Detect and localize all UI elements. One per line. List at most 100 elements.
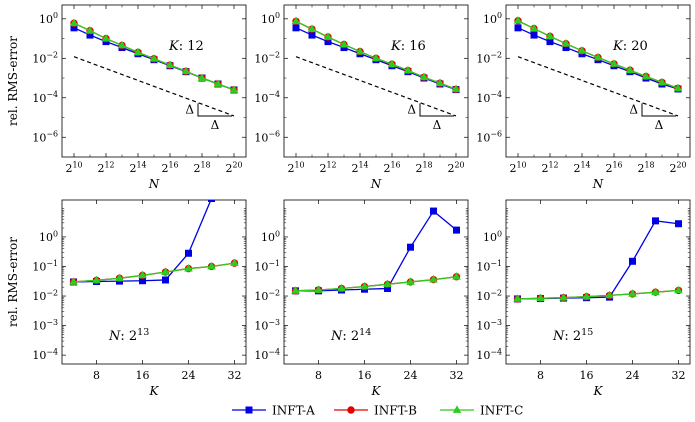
data-point-inft-c	[339, 39, 349, 48]
data-point-inft-c	[337, 283, 346, 292]
series-group	[69, 200, 239, 286]
data-point-inft-c	[674, 285, 683, 294]
data-point-inft-a	[651, 217, 659, 225]
data-point-inft-c	[133, 47, 143, 56]
x-tick-label: 24	[404, 369, 418, 382]
data-point-inft-c	[230, 258, 239, 267]
x-tick-label: 216	[605, 160, 622, 175]
data-point-inft-c	[117, 40, 127, 49]
data-point-inft-c	[207, 261, 216, 270]
data-point-inft-a	[308, 31, 316, 39]
y-tick-label: 10−3	[32, 318, 58, 333]
data-point-inft-c	[387, 59, 397, 68]
data-point-inft-c	[641, 71, 651, 80]
legend: INFT-A INFT-B INFT-C	[232, 404, 523, 418]
data-point-inft-a	[208, 200, 216, 202]
subplot-6: 10−4 10−3 10−2 10−1 100 8 16 24 32 K N: 215	[476, 199, 691, 398]
x-tick-label: 220	[669, 160, 686, 175]
data-point-inft-c	[429, 274, 438, 283]
data-point-inft-c	[577, 46, 587, 54]
data-point-inft-c	[403, 65, 413, 74]
y-tick-label: 10−1	[254, 259, 280, 274]
y-tick-label: 10−2	[476, 288, 502, 303]
data-point-inft-c	[529, 23, 539, 32]
x-tick-label: 218	[415, 160, 432, 175]
data-point-inft-c	[229, 85, 239, 93]
legend-label-inft-a: INFT-A	[272, 404, 315, 418]
y-tick-label: 10−4	[254, 348, 280, 363]
panel-annotation: K: 12	[168, 39, 204, 54]
y-tick-label: 100	[39, 11, 58, 26]
x-axis-label: K	[371, 384, 382, 398]
y-tick-label: 10−4	[254, 90, 280, 105]
data-point-inft-c	[323, 32, 333, 40]
series-line-inft-a	[295, 210, 457, 292]
slope-label-vertical: Δ	[629, 103, 638, 117]
data-point-inft-c	[149, 54, 159, 62]
panel-annotation: K: 16	[390, 39, 426, 54]
data-point-inft-c	[605, 290, 614, 299]
slope-triangle	[197, 103, 232, 117]
x-axis-label: K	[593, 384, 604, 398]
y-tick-label: 100	[483, 229, 502, 244]
x-tick-label: 16	[580, 369, 594, 382]
legend-marker-inft-a	[245, 406, 253, 414]
data-point-inft-a	[292, 24, 300, 32]
y-tick-label: 10−4	[476, 90, 502, 105]
data-point-inft-c	[181, 66, 191, 75]
data-point-inft-c	[213, 79, 223, 87]
x-tick-label: 32	[672, 369, 686, 382]
data-point-inft-c	[545, 31, 555, 40]
y-tick-label: 10−4	[32, 348, 58, 363]
y-tick-label: 10−3	[476, 318, 502, 333]
y-tick-label: 10−2	[476, 51, 502, 66]
y-tick-label: 10−1	[32, 259, 58, 274]
data-point-inft-a	[162, 276, 170, 284]
data-point-inft-c	[383, 279, 392, 288]
data-point-inft-c	[115, 273, 124, 282]
y-tick-label: 10−1	[476, 259, 502, 274]
y-tick-label: 100	[261, 229, 280, 244]
data-point-inft-c	[69, 18, 79, 27]
x-tick-label: 32	[450, 369, 464, 382]
data-point-inft-c	[419, 72, 429, 81]
x-tick-label: 16	[358, 369, 372, 382]
data-point-inft-c	[92, 275, 101, 284]
data-point-inft-a	[530, 31, 538, 39]
slope-label-horizontal: Δ	[433, 118, 442, 132]
data-point-inft-c	[559, 293, 568, 301]
x-tick-label: 8	[315, 369, 322, 382]
legend-label-inft-c: INFT-C	[480, 404, 523, 418]
panel-annotation: N: 214	[330, 327, 371, 344]
subplot-3: 10−6 10−4 10−2 100 210 212 214 216 218 220 N K: 20 Δ…	[476, 4, 691, 191]
series-group	[291, 16, 461, 94]
data-point-inft-a	[452, 226, 460, 234]
x-tick-label: 218	[193, 160, 210, 175]
y-tick-label: 10−6	[254, 130, 280, 145]
x-tick-label: 24	[182, 369, 196, 382]
x-tick-label: 218	[637, 160, 654, 175]
y-tick-label: 10−2	[254, 51, 280, 66]
data-point-inft-c	[360, 281, 369, 290]
series-group	[513, 16, 683, 93]
reference-slope-line	[517, 56, 679, 117]
data-point-inft-c	[161, 267, 170, 275]
x-tick-label: 214	[573, 160, 590, 175]
y-axis-label: rel. RMS-error	[6, 237, 20, 327]
data-point-inft-c	[561, 39, 571, 47]
data-point-inft-c	[307, 24, 317, 33]
data-point-inft-c	[291, 16, 301, 25]
data-point-inft-c	[513, 294, 522, 302]
x-tick-label: 210	[509, 160, 526, 175]
legend-marker-inft-c	[452, 405, 462, 413]
data-point-inft-c	[371, 53, 381, 62]
data-point-inft-c	[593, 52, 603, 61]
slope-label-horizontal: Δ	[211, 118, 220, 132]
y-tick-label: 10−3	[254, 318, 280, 333]
y-tick-label: 100	[483, 11, 502, 26]
panel-annotation: N: 213	[108, 327, 149, 344]
series-line-inft-c	[295, 276, 457, 292]
data-point-inft-a	[674, 220, 682, 228]
